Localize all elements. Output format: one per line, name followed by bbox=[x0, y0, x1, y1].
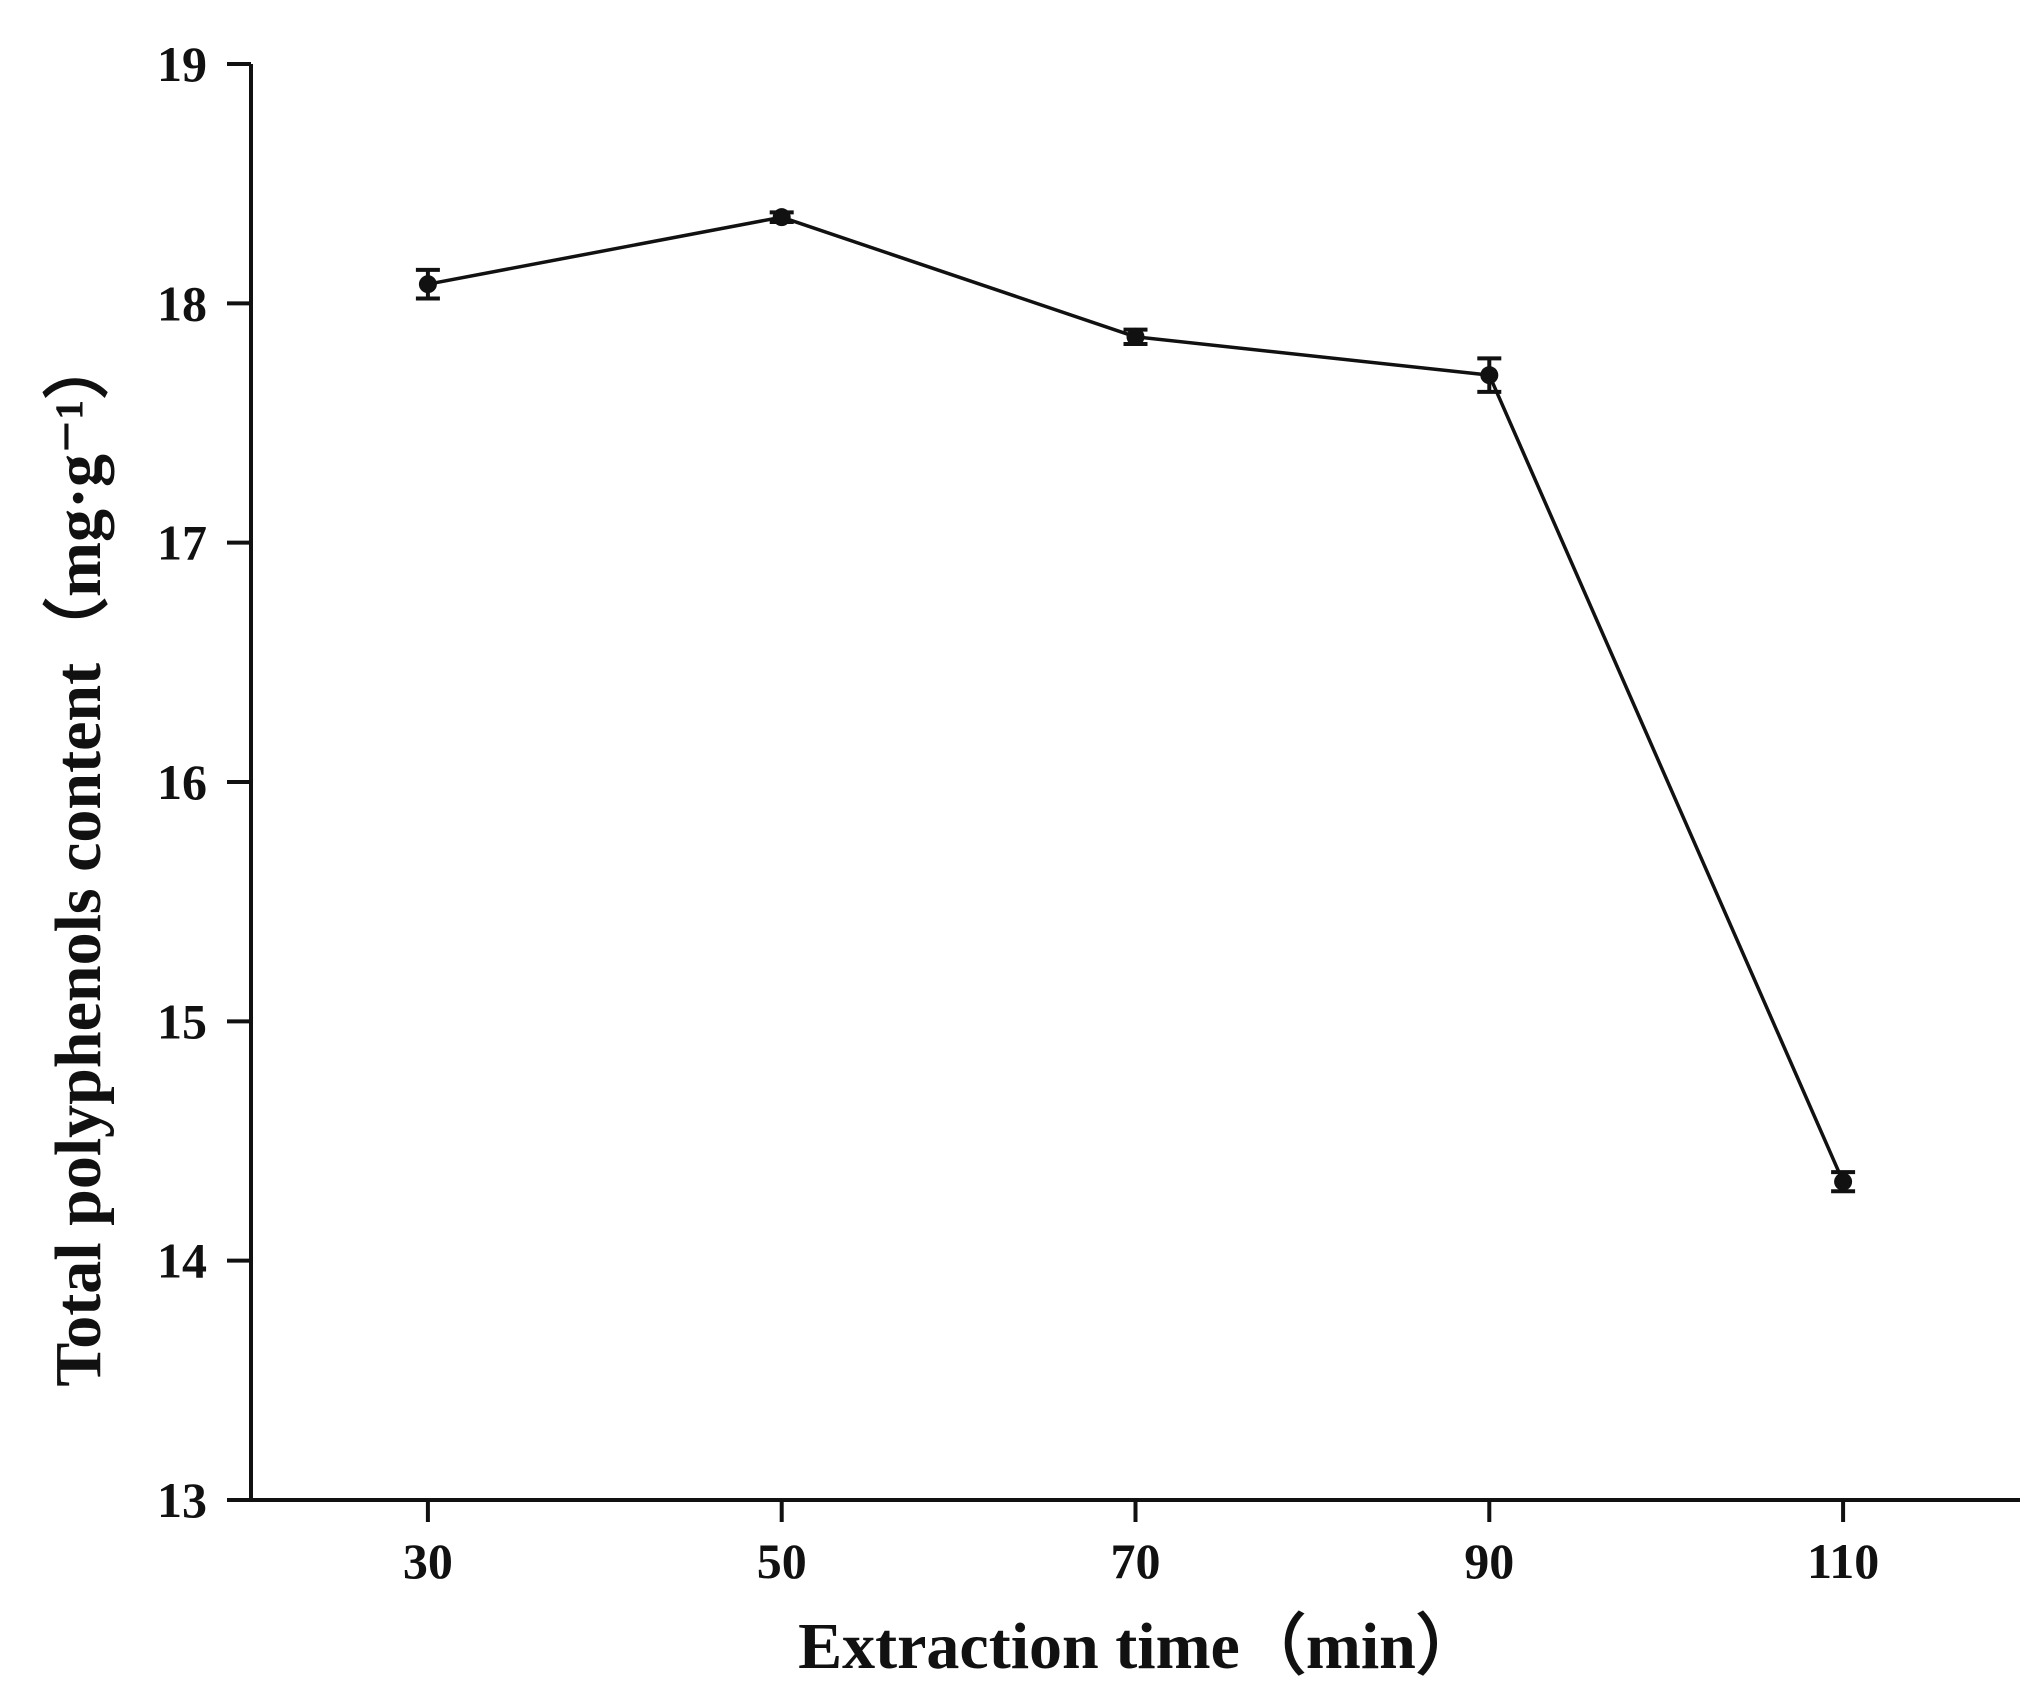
x-tick-label: 70 bbox=[1111, 1533, 1161, 1589]
y-tick-label: 18 bbox=[157, 275, 207, 331]
y-tick-label: 15 bbox=[157, 993, 207, 1049]
x-tick-label: 90 bbox=[1464, 1533, 1514, 1589]
axes bbox=[249, 64, 2020, 1502]
y-tick-label: 17 bbox=[157, 515, 207, 571]
data-point bbox=[1480, 366, 1499, 385]
x-tick-label: 110 bbox=[1807, 1533, 1879, 1589]
y-tick-label: 13 bbox=[157, 1472, 207, 1528]
y-tick-label: 16 bbox=[157, 754, 207, 810]
y-ticks: 13 14 15 16 17 18 19 bbox=[157, 36, 251, 1528]
x-tick-label: 30 bbox=[403, 1533, 453, 1589]
data-point bbox=[1126, 327, 1145, 346]
series-line bbox=[427, 215, 1845, 1183]
y-tick-label: 14 bbox=[157, 1233, 207, 1289]
data-point bbox=[772, 208, 791, 227]
x-axis-title: Extraction time（min） bbox=[798, 1609, 1482, 1683]
x-tick-label: 50 bbox=[757, 1533, 807, 1589]
series bbox=[415, 208, 1856, 1194]
data-point bbox=[418, 275, 437, 294]
y-tick-label: 19 bbox=[157, 36, 207, 92]
data-point bbox=[1834, 1172, 1853, 1191]
y-axis-title: Total polyphenols content（mg·g⁻¹） bbox=[41, 333, 115, 1386]
x-ticks: 30 50 70 90 110 bbox=[403, 1500, 1879, 1589]
